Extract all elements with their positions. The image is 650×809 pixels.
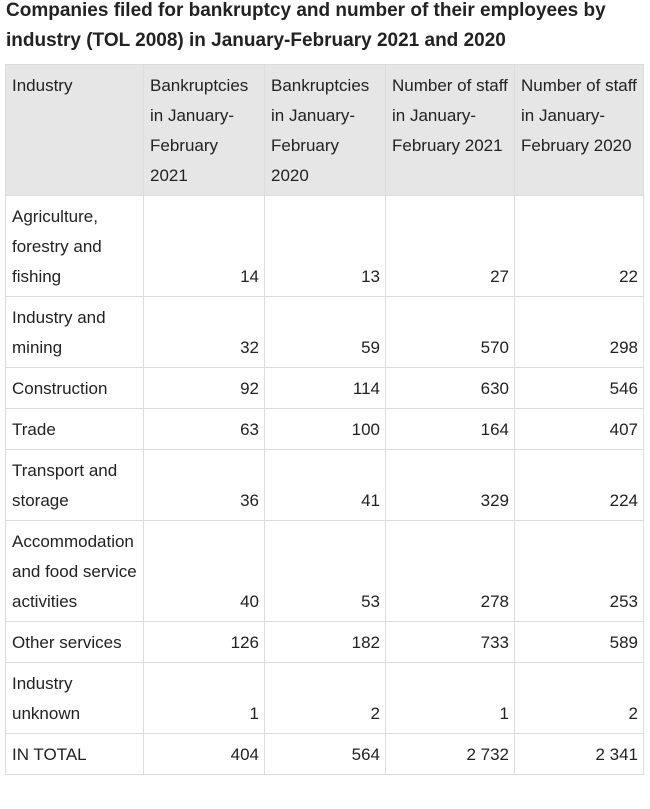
value-cell: 32 <box>143 296 265 368</box>
value-cell: 14 <box>143 195 265 297</box>
value-cell: 100 <box>264 408 386 450</box>
value-cell: 298 <box>514 296 644 368</box>
value-cell: 1 <box>143 662 265 734</box>
table-row-total: IN TOTAL 404 564 2 732 2 341 <box>5 733 644 775</box>
value-cell: 63 <box>143 408 265 450</box>
table-row: Construction 92 114 630 546 <box>5 367 644 409</box>
value-cell: 164 <box>385 408 515 450</box>
table-row: Accommodation and food service activitie… <box>5 520 644 622</box>
value-cell: 224 <box>514 449 644 521</box>
industry-cell: Accommodation and food service activitie… <box>5 520 144 622</box>
header-staff-2021: Number of staff in January-February 2021 <box>385 64 515 196</box>
industry-cell: Agriculture, forestry and fishing <box>5 195 144 297</box>
value-cell: 589 <box>514 621 644 663</box>
value-cell: 733 <box>385 621 515 663</box>
value-cell: 329 <box>385 449 515 521</box>
value-cell: 27 <box>385 195 515 297</box>
value-cell: 92 <box>143 367 265 409</box>
value-cell: 2 <box>264 662 386 734</box>
table-row: Other services 126 182 733 589 <box>5 621 644 663</box>
value-cell: 407 <box>514 408 644 450</box>
header-bankruptcies-2020: Bankruptcies in January-February 2020 <box>264 64 386 196</box>
industry-cell: Industry and mining <box>5 296 144 368</box>
value-cell: 114 <box>264 367 386 409</box>
value-cell: 41 <box>264 449 386 521</box>
value-cell: 53 <box>264 520 386 622</box>
value-cell: 59 <box>264 296 386 368</box>
value-cell: 546 <box>514 367 644 409</box>
value-cell: 564 <box>264 733 386 775</box>
header-industry: Industry <box>5 64 144 196</box>
value-cell: 126 <box>143 621 265 663</box>
value-cell: 404 <box>143 733 265 775</box>
table-row: Industry and mining 32 59 570 298 <box>5 296 644 368</box>
table-header-row: Industry Bankruptcies in January-Februar… <box>5 64 644 196</box>
page-title: Companies filed for bankruptcy and numbe… <box>6 0 606 51</box>
header-bankruptcies-2021: Bankruptcies in January-February 2021 <box>143 64 265 196</box>
value-cell: 630 <box>385 367 515 409</box>
industry-cell: Transport and storage <box>5 449 144 521</box>
value-cell: 253 <box>514 520 644 622</box>
value-cell: 2 732 <box>385 733 515 775</box>
value-cell: 22 <box>514 195 644 297</box>
table-row: Transport and storage 36 41 329 224 <box>5 449 644 521</box>
value-cell: 40 <box>143 520 265 622</box>
value-cell: 2 341 <box>514 733 644 775</box>
table-row: Agriculture, forestry and fishing 14 13 … <box>5 195 644 297</box>
table-row: Industry unknown 1 2 1 2 <box>5 662 644 734</box>
value-cell: 182 <box>264 621 386 663</box>
industry-cell: Construction <box>5 367 144 409</box>
value-cell: 13 <box>264 195 386 297</box>
header-staff-2020: Number of staff in January-February 2020 <box>514 64 644 196</box>
value-cell: 278 <box>385 520 515 622</box>
industry-cell: Industry unknown <box>5 662 144 734</box>
value-cell: 36 <box>143 449 265 521</box>
value-cell: 1 <box>385 662 515 734</box>
table-row: Trade 63 100 164 407 <box>5 408 644 450</box>
value-cell: 2 <box>514 662 644 734</box>
bankruptcy-table: Industry Bankruptcies in January-Februar… <box>5 64 644 775</box>
value-cell: 570 <box>385 296 515 368</box>
industry-cell: Trade <box>5 408 144 450</box>
industry-cell: IN TOTAL <box>5 733 144 775</box>
industry-cell: Other services <box>5 621 144 663</box>
